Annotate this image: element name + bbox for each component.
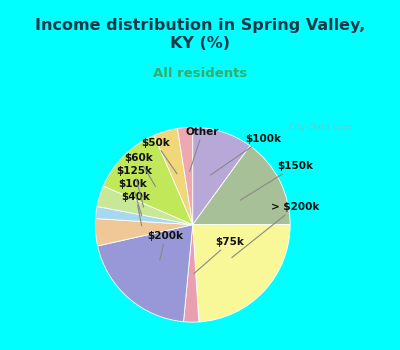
- Text: $60k: $60k: [125, 153, 156, 187]
- Text: $50k: $50k: [141, 138, 177, 174]
- Wedge shape: [178, 127, 193, 225]
- Text: City-Data.com: City-Data.com: [289, 123, 353, 132]
- Text: $10k: $10k: [118, 179, 147, 216]
- Text: $100k: $100k: [211, 134, 281, 175]
- Wedge shape: [193, 146, 290, 225]
- Text: $150k: $150k: [240, 161, 313, 200]
- Text: All residents: All residents: [153, 67, 247, 80]
- Text: $200k: $200k: [148, 231, 184, 260]
- Wedge shape: [97, 186, 193, 225]
- Text: Other: Other: [186, 127, 219, 172]
- Wedge shape: [98, 225, 193, 322]
- Text: $75k: $75k: [194, 237, 244, 274]
- Text: Income distribution in Spring Valley,
KY (%): Income distribution in Spring Valley, KY…: [35, 18, 365, 51]
- Wedge shape: [193, 127, 250, 225]
- Wedge shape: [96, 206, 193, 225]
- Wedge shape: [184, 225, 199, 322]
- Text: $40k: $40k: [122, 193, 151, 226]
- Text: $125k: $125k: [116, 166, 152, 207]
- Wedge shape: [193, 225, 290, 322]
- Text: > $200k: > $200k: [232, 202, 319, 258]
- Wedge shape: [154, 128, 193, 225]
- Wedge shape: [95, 218, 193, 246]
- Wedge shape: [103, 135, 193, 225]
